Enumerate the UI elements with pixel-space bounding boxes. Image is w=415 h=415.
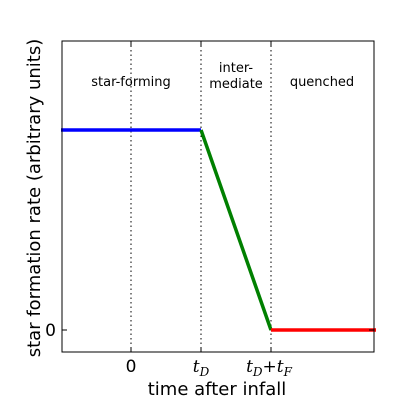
region-label-star-forming: star-forming [91,75,170,90]
region-label-intermediate-line1: inter- [219,61,253,76]
region-label-intermediate-line2: mediate [209,77,263,92]
plot-frame [61,40,375,353]
y-axis-label: star formation rate (arbitrary units) [24,39,45,358]
plot-area [61,40,376,353]
series-line-1 [199,129,273,331]
x-tick-label-0: 0 [126,357,137,377]
y-tick-label-0: 0 [45,321,56,341]
x-axis-label: time after infall [148,379,286,400]
region-label-quenched: quenched [290,75,354,90]
x-tick-label-td-plus-tf: tD+tF [246,357,293,379]
x-tick-label-td: tD [193,357,210,379]
